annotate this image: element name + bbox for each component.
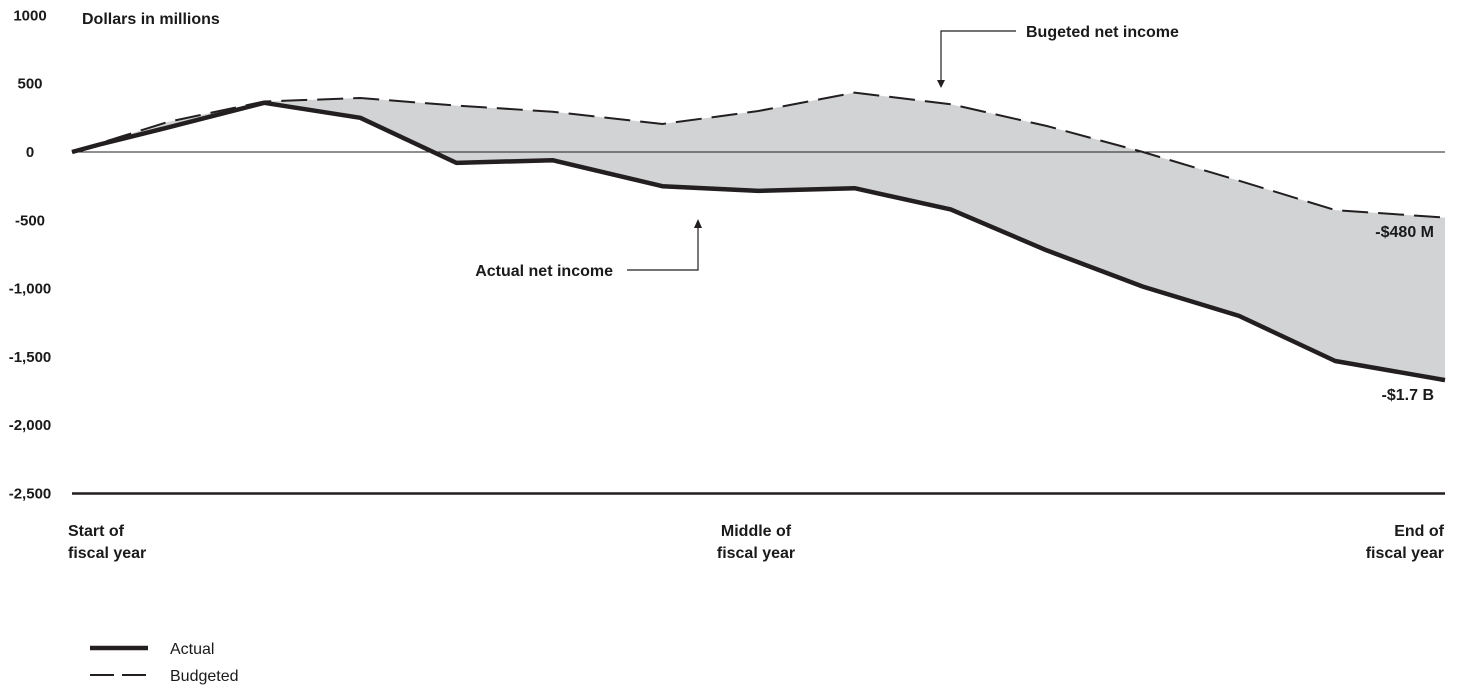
y-tick-label: 0	[26, 144, 34, 161]
legend-label: Actual	[170, 641, 214, 658]
x-category-label: fiscal year	[717, 545, 795, 562]
y-tick-label: -1,000	[9, 281, 52, 298]
y-tick-label: 1000	[13, 7, 46, 24]
x-category-label: fiscal year	[68, 545, 146, 562]
y-tick-label: -2,000	[9, 417, 52, 434]
actual-callout: Actual net income	[475, 219, 702, 280]
y-tick-label: 500	[17, 76, 42, 93]
gap-fill-area	[72, 92, 1445, 381]
actual-callout-arrow	[694, 219, 702, 228]
budgeted-callout: Bugeted net income	[937, 24, 1179, 88]
x-category-label: fiscal year	[1366, 545, 1444, 562]
y-tick-label: -2,500	[9, 486, 52, 503]
actual-series-line	[71, 100, 1446, 383]
actual-callout-label: Actual net income	[475, 263, 613, 280]
y-tick-label: -500	[15, 212, 45, 229]
x-category-label: End of	[1394, 523, 1444, 540]
x-category-label: Start of	[68, 523, 125, 540]
x-category-label: Middle of	[721, 523, 792, 540]
y-tick-label: -1,500	[9, 349, 52, 366]
legend: Actual Budgeted	[90, 641, 239, 685]
budgeted-callout-leader	[940, 30, 1016, 82]
actual-end-label: -$1.7 B	[1382, 387, 1434, 404]
y-axis-ticks: 1000 500 0 -500 -1,000 -1,500 -2,000 -2,500	[9, 7, 52, 502]
budget-end-label: -$480 M	[1375, 224, 1434, 241]
budgeted-callout-arrow	[937, 80, 945, 88]
unit-label: Dollars in millions	[82, 11, 220, 28]
budgeted-series-line	[71, 91, 1446, 219]
actual-callout-leader	[627, 226, 699, 271]
budgeted-callout-label: Bugeted net income	[1026, 24, 1179, 41]
legend-label: Budgeted	[170, 668, 239, 685]
x-axis-categories: Start of fiscal year Middle of fiscal year E…	[68, 523, 1445, 562]
